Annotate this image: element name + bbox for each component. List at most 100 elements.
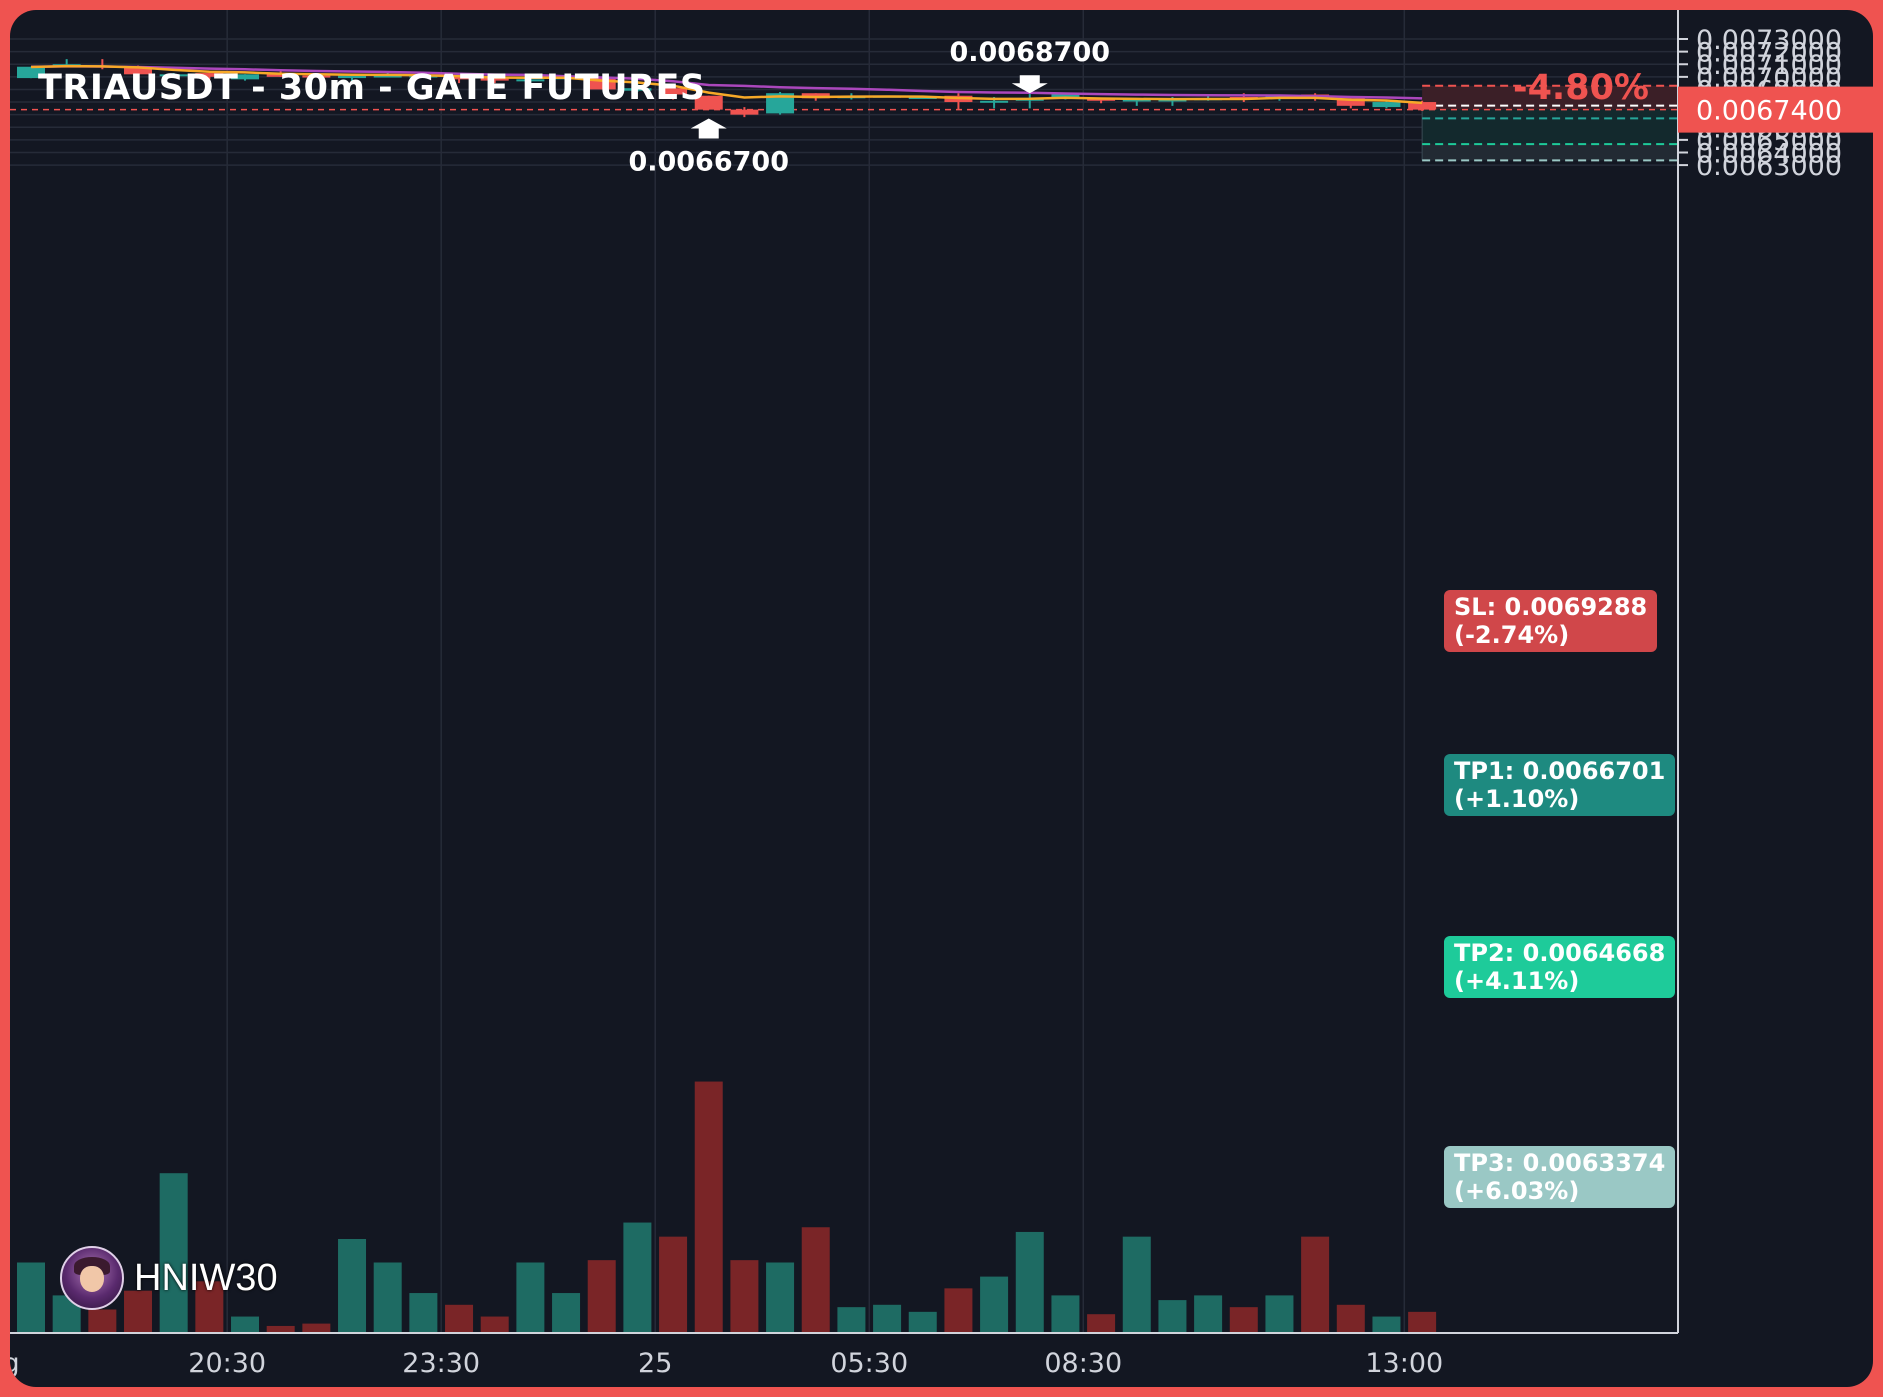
time-tick-label: 05:30 [830,1348,908,1379]
ema-fast-line [30,64,1423,105]
sl-label: SL: 0.0069288 (-2.74%) [1444,590,1658,652]
volume-bar [231,1316,260,1333]
volume-bar [730,1260,759,1333]
candle [338,75,367,82]
volume-bar [373,1262,402,1333]
volume-bar [1051,1295,1080,1333]
candle-body [659,88,688,95]
candle [1015,93,1044,109]
sl-label-text: SL: 0.0069288 [1454,593,1648,621]
candle [159,73,188,77]
change-percent: -4.80% [1513,68,1649,108]
volume-bar [409,1293,438,1333]
volume-bar [124,1290,153,1333]
volume-bar [1336,1304,1365,1333]
volume-bar [980,1276,1009,1333]
volume-bar [302,1323,331,1333]
time-tick-label: 25 [638,1348,672,1379]
volume-bar [1229,1307,1258,1333]
candle-body [124,66,153,75]
candle-body [231,74,260,80]
volume-bar [766,1262,795,1333]
candle-body [1158,99,1187,102]
tp2-label: TP2: 0.0064668 (+4.11%) [1444,936,1676,998]
candle-body [908,97,937,100]
candle-body [1122,99,1151,102]
time-tick-label: ug [10,1348,20,1379]
price-tick-label: 0.0064000 [1696,138,1842,169]
candle-body [480,78,509,81]
volume-bar [837,1307,866,1333]
tp3-label-text: TP3: 0.0063374 [1454,1149,1666,1177]
brand-watermark: HNIW30 [60,1246,278,1310]
candle-body [409,75,438,78]
volume-bar [1015,1231,1044,1333]
candle-body [587,78,616,90]
candle-body [159,74,188,77]
volume-bar [445,1304,474,1333]
volume-bars [17,1081,1437,1333]
volume-bar [159,1173,188,1333]
time-tick-label: 08:30 [1044,1348,1122,1379]
candle-body [1372,102,1401,108]
volume-bar [17,1262,45,1333]
volume-bar [944,1288,973,1333]
tp1-label: TP1: 0.0066701 (+1.10%) [1444,754,1676,816]
tp3-label-pct: (+6.03%) [1454,1177,1580,1205]
volume-bar [908,1311,937,1333]
candle [944,93,973,110]
volume-bar [659,1236,688,1333]
candle-body [1408,102,1437,110]
volume-bar [552,1293,581,1333]
time-tick-label: 20:30 [188,1348,266,1379]
avatar-cartoon-icon [60,1246,124,1310]
volume-bar [195,1281,224,1333]
price-tick-label: 0.0073000 [1696,25,1842,56]
candle [694,95,723,110]
volume-bar [338,1239,367,1333]
candle-body [516,79,545,82]
tp1-label-text: TP1: 0.0066701 [1454,757,1666,785]
candle-body [195,73,224,77]
candle [231,74,260,81]
tp3-label: TP3: 0.0063374 (+6.03%) [1444,1146,1676,1208]
candle [1408,100,1437,111]
chart-canvas[interactable]: 0.00687000.00667000.00730000.00720000.00… [10,10,1873,1387]
candle-body [445,75,474,80]
high-label: 0.0068700 [949,37,1110,68]
candle-body [1336,98,1365,106]
volume-bar [1122,1236,1151,1333]
candle [17,66,45,79]
tp1-label-pct: (+1.10%) [1454,785,1580,813]
candle [730,107,759,118]
volume-bar [623,1222,652,1333]
candle-body [694,95,723,110]
candle [1372,100,1401,109]
volume-bar [1194,1295,1223,1333]
tp2-label-text: TP2: 0.0064668 [1454,939,1666,967]
volume-bar [694,1081,723,1333]
volume-bar [1372,1316,1401,1333]
volume-bar [516,1262,545,1333]
candle-body [623,88,652,91]
chart-title: TRIAUSDT - 30m - GATE FUTURES [38,68,706,108]
candle [587,76,616,90]
low-label: 0.0066700 [628,146,789,177]
current-price-tag [1678,86,1873,133]
grid-lines [10,10,1678,1333]
volume-bar [1087,1314,1116,1333]
tp-zone [1422,109,1678,145]
candle [516,78,545,85]
candle-body [302,75,331,78]
candle-body [766,93,795,114]
brand-name: HNIW30 [134,1256,278,1299]
volume-bar [266,1325,295,1333]
sl-label-pct: (-2.74%) [1454,621,1570,649]
candle-body [980,100,1009,103]
candle-body [801,93,830,99]
candle-body [730,109,759,115]
high-arrow-icon [1011,75,1048,94]
low-arrow-icon [690,118,727,139]
ema-slow-line [30,65,1423,100]
candle-body [17,66,45,79]
